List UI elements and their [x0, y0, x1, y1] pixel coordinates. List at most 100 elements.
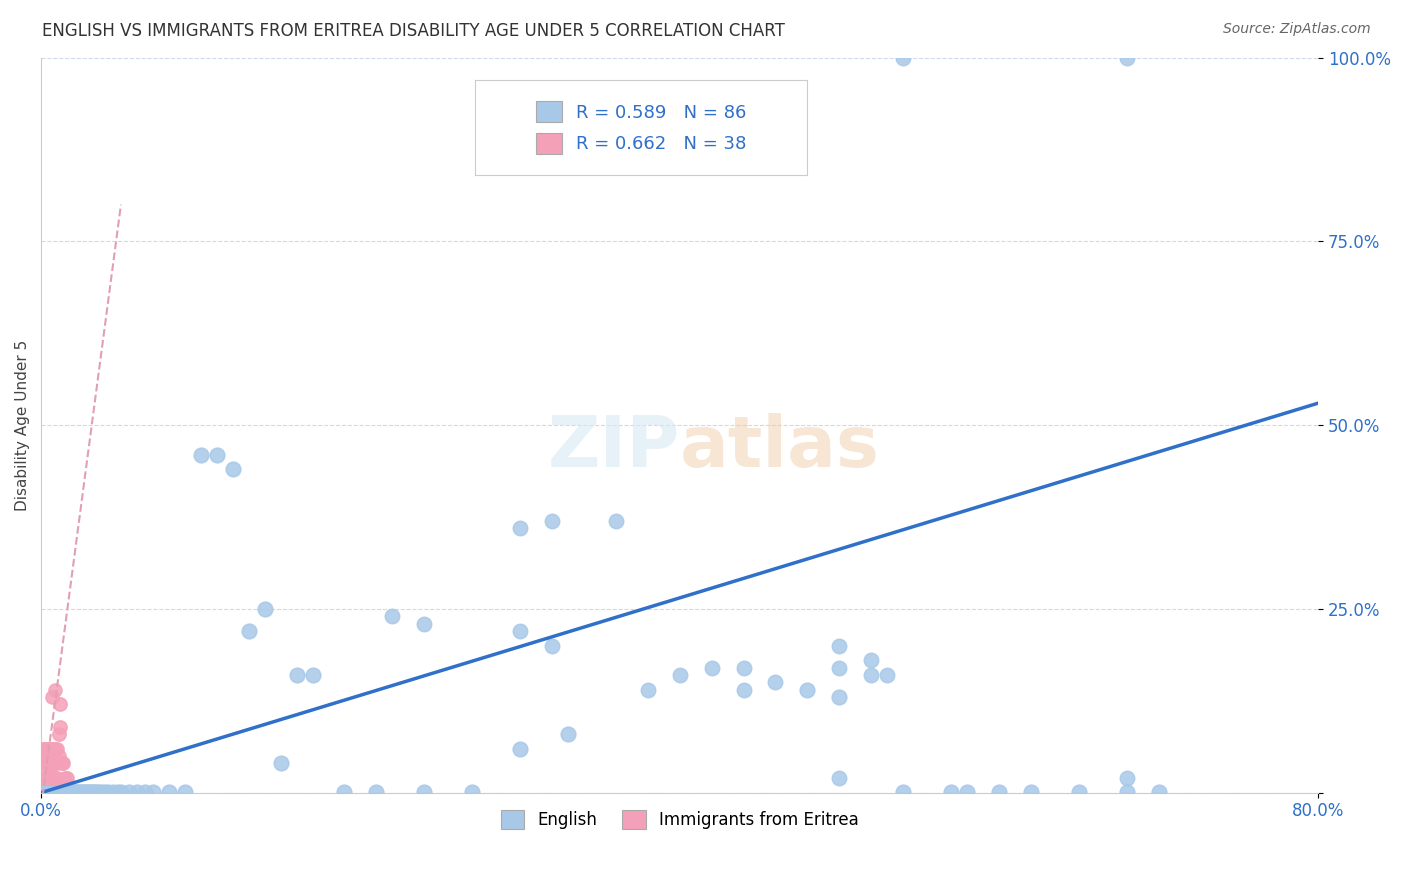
Point [1115, 51, 1137, 65]
Point [52, 785, 75, 799]
Point [39, 785, 62, 799]
Point [38, 785, 60, 799]
Point [301, 668, 323, 682]
Point [84, 785, 107, 799]
Point [41, 741, 63, 756]
Point [41, 785, 63, 799]
Point [62, 785, 84, 799]
Point [134, 785, 156, 799]
Point [118, 785, 141, 799]
Point [44, 785, 66, 799]
Point [82, 785, 104, 799]
Point [173, 785, 195, 799]
Text: ZIP: ZIP [547, 413, 679, 482]
Point [52, 756, 75, 771]
Point [891, 51, 914, 65]
Point [38, 756, 60, 771]
Point [605, 514, 627, 528]
Point [70, 785, 93, 799]
Text: Source: ZipAtlas.com: Source: ZipAtlas.com [1223, 22, 1371, 37]
Point [34, 785, 56, 799]
Point [87, 785, 110, 799]
Point [1019, 785, 1042, 799]
Point [44, 771, 66, 785]
Point [42, 785, 65, 799]
Point [125, 785, 148, 799]
Point [42, 771, 65, 785]
Point [891, 785, 914, 799]
Point [333, 785, 356, 799]
Legend: English, Immigrants from Eritrea: English, Immigrants from Eritrea [494, 803, 865, 836]
Point [190, 448, 212, 462]
Point [541, 514, 564, 528]
Point [221, 462, 243, 476]
Point [76, 785, 98, 799]
Point [34, 771, 56, 785]
Point [86, 785, 108, 799]
Point [876, 668, 898, 682]
Point [41, 771, 63, 785]
Point [48, 727, 70, 741]
Point [34, 741, 56, 756]
Point [733, 682, 755, 697]
Point [35, 756, 58, 771]
Point [59, 785, 82, 799]
Point [44, 785, 66, 799]
Point [828, 661, 851, 675]
Point [73, 785, 96, 799]
Point [157, 785, 180, 799]
Point [90, 785, 112, 799]
Point [557, 727, 579, 741]
Point [55, 785, 77, 799]
Point [668, 668, 690, 682]
Point [1115, 771, 1137, 785]
Point [79, 785, 101, 799]
Point [38, 771, 60, 785]
Point [35, 785, 58, 799]
Point [37, 785, 59, 799]
Point [461, 785, 484, 799]
Point [42, 756, 65, 771]
Point [53, 785, 76, 799]
Point [41, 756, 63, 771]
Point [366, 785, 388, 799]
Point [988, 785, 1011, 799]
Point [41, 690, 63, 705]
Point [31, 756, 53, 771]
Point [46, 785, 69, 799]
Point [39, 785, 62, 799]
Point [38, 741, 60, 756]
Point [49, 719, 72, 733]
Point [796, 682, 818, 697]
Point [49, 698, 72, 712]
Point [205, 448, 228, 462]
Point [860, 653, 883, 667]
Point [51, 785, 73, 799]
Point [53, 771, 76, 785]
Y-axis label: Disability Age Under 5: Disability Age Under 5 [15, 340, 30, 511]
Point [49, 785, 72, 799]
Point [51, 756, 73, 771]
Point [44, 741, 66, 756]
Point [31, 785, 53, 799]
Point [31, 771, 53, 785]
Point [238, 624, 260, 638]
Point [413, 785, 436, 799]
Point [75, 785, 97, 799]
Point [48, 785, 70, 799]
Point [44, 756, 66, 771]
Point [31, 741, 53, 756]
Point [828, 639, 851, 653]
Point [51, 785, 73, 799]
Point [509, 741, 531, 756]
Point [1067, 785, 1090, 799]
Point [860, 668, 883, 682]
Point [55, 771, 77, 785]
Point [58, 785, 80, 799]
Point [46, 756, 69, 771]
Point [142, 785, 165, 799]
Point [700, 661, 723, 675]
Point [828, 771, 851, 785]
Point [509, 624, 531, 638]
Text: atlas: atlas [679, 413, 880, 482]
